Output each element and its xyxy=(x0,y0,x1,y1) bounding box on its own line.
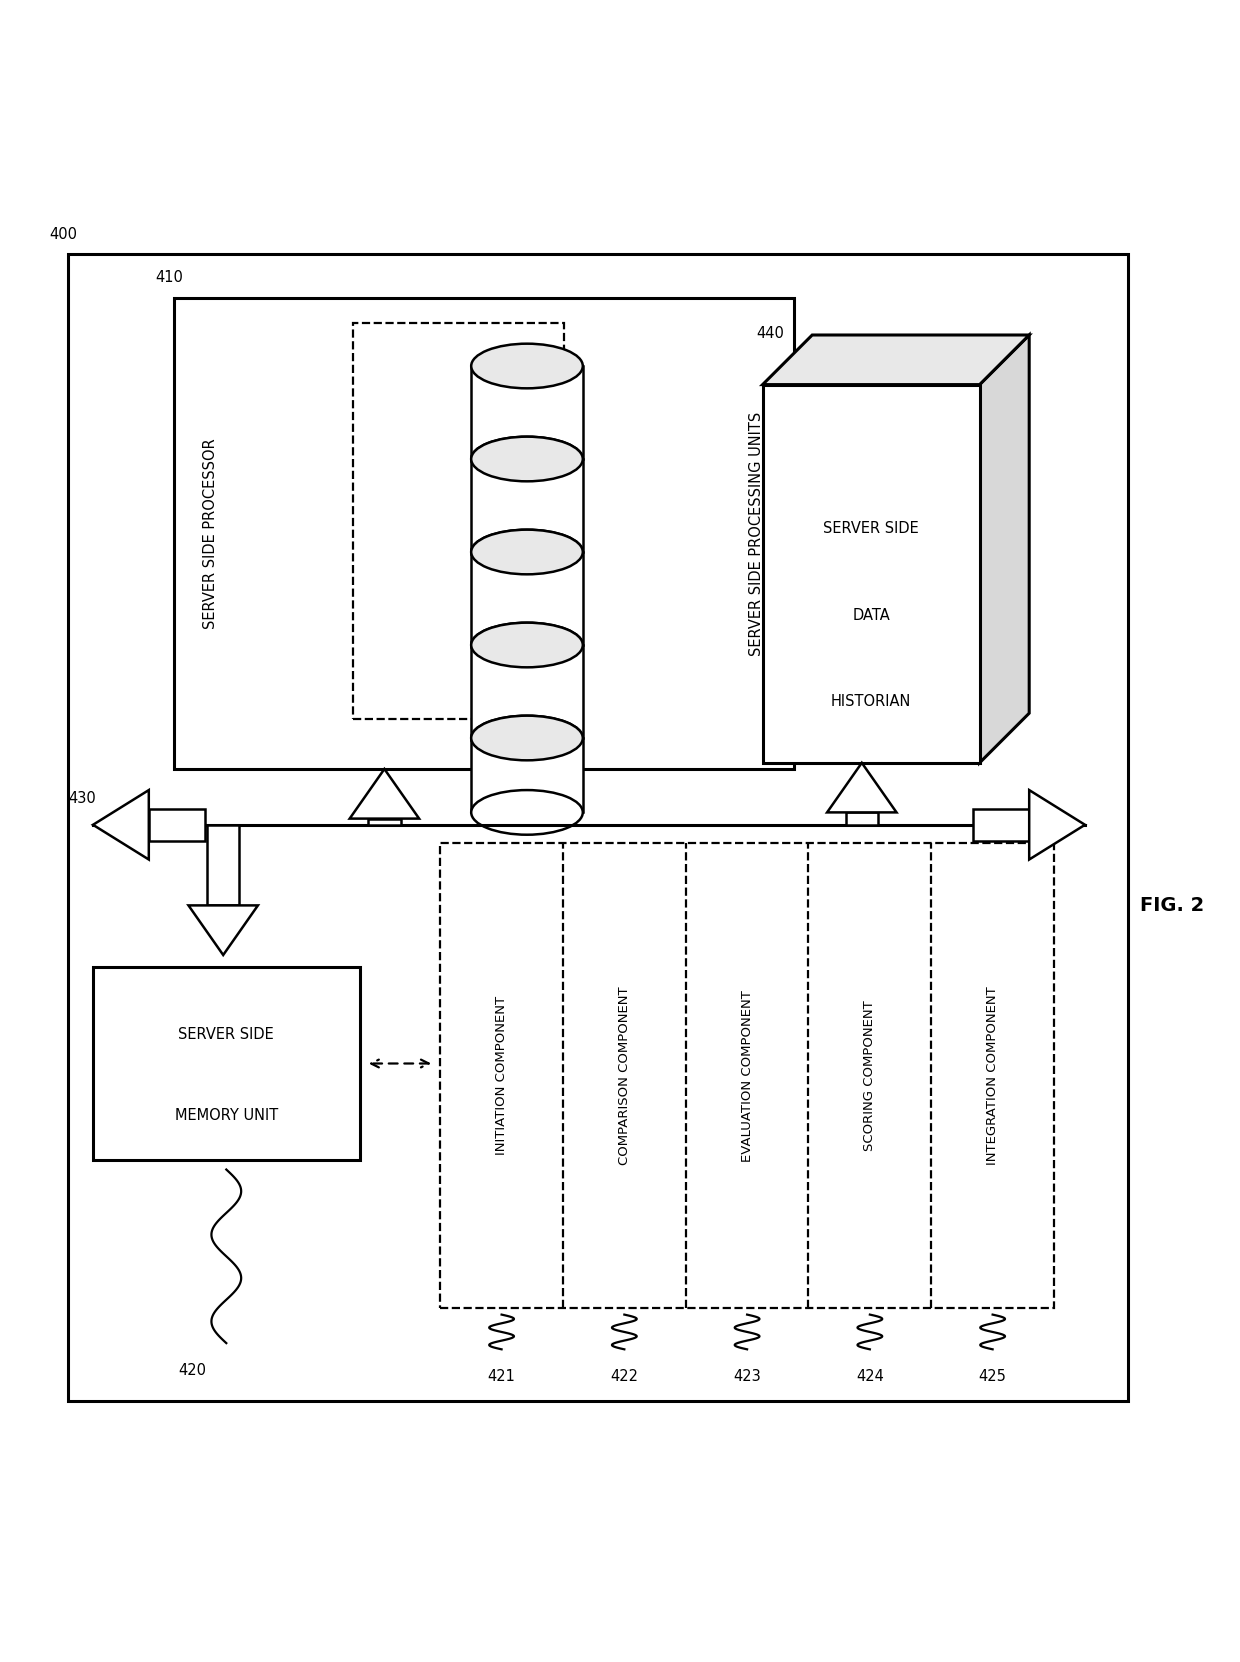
FancyBboxPatch shape xyxy=(763,384,980,763)
Text: INTEGRATION COMPONENT: INTEGRATION COMPONENT xyxy=(986,987,999,1165)
FancyBboxPatch shape xyxy=(846,813,878,824)
Text: EVALUATION COMPONENT: EVALUATION COMPONENT xyxy=(740,991,754,1162)
Polygon shape xyxy=(350,770,419,819)
Polygon shape xyxy=(1029,789,1085,859)
Text: MEMORY UNIT: MEMORY UNIT xyxy=(175,1109,278,1124)
FancyBboxPatch shape xyxy=(149,809,205,841)
Text: 420: 420 xyxy=(179,1363,206,1378)
Polygon shape xyxy=(827,763,897,813)
Text: SERVER SIDE PROCESSING UNITS: SERVER SIDE PROCESSING UNITS xyxy=(749,411,764,655)
Text: FIG. 2: FIG. 2 xyxy=(1140,896,1204,914)
Ellipse shape xyxy=(471,716,583,760)
Polygon shape xyxy=(980,336,1029,763)
Text: 421: 421 xyxy=(487,1369,516,1384)
FancyBboxPatch shape xyxy=(471,366,583,459)
Polygon shape xyxy=(93,789,149,859)
Text: SERVER SIDE PROCESSOR: SERVER SIDE PROCESSOR xyxy=(203,439,218,628)
Ellipse shape xyxy=(471,437,583,482)
FancyBboxPatch shape xyxy=(93,967,360,1160)
Ellipse shape xyxy=(471,344,583,389)
Ellipse shape xyxy=(471,623,583,668)
Text: DATA: DATA xyxy=(852,608,890,623)
Text: SERVER SIDE: SERVER SIDE xyxy=(823,520,919,535)
Text: 423: 423 xyxy=(733,1369,761,1384)
FancyBboxPatch shape xyxy=(207,824,239,906)
Polygon shape xyxy=(188,906,258,956)
FancyBboxPatch shape xyxy=(471,552,583,645)
FancyBboxPatch shape xyxy=(368,819,401,824)
Text: 422: 422 xyxy=(610,1369,639,1384)
Text: INITIATION COMPONENT: INITIATION COMPONENT xyxy=(495,996,508,1155)
Text: 400: 400 xyxy=(50,228,78,243)
FancyBboxPatch shape xyxy=(973,809,1029,841)
Text: COMPARISON COMPONENT: COMPARISON COMPONENT xyxy=(618,987,631,1165)
Ellipse shape xyxy=(471,716,583,760)
Ellipse shape xyxy=(471,437,583,482)
Text: 424: 424 xyxy=(856,1369,884,1384)
Text: 410: 410 xyxy=(155,271,182,286)
Ellipse shape xyxy=(471,789,583,834)
Ellipse shape xyxy=(471,623,583,668)
Text: 430: 430 xyxy=(68,791,95,806)
Ellipse shape xyxy=(471,530,583,575)
Ellipse shape xyxy=(471,530,583,575)
Text: SCORING COMPONENT: SCORING COMPONENT xyxy=(863,1001,877,1152)
Text: SERVER SIDE: SERVER SIDE xyxy=(179,1027,274,1042)
FancyBboxPatch shape xyxy=(471,459,583,552)
FancyBboxPatch shape xyxy=(471,645,583,738)
FancyBboxPatch shape xyxy=(471,738,583,813)
Text: 440: 440 xyxy=(756,326,784,341)
Polygon shape xyxy=(763,336,1029,384)
Text: 425: 425 xyxy=(978,1369,1007,1384)
Text: HISTORIAN: HISTORIAN xyxy=(831,695,911,710)
